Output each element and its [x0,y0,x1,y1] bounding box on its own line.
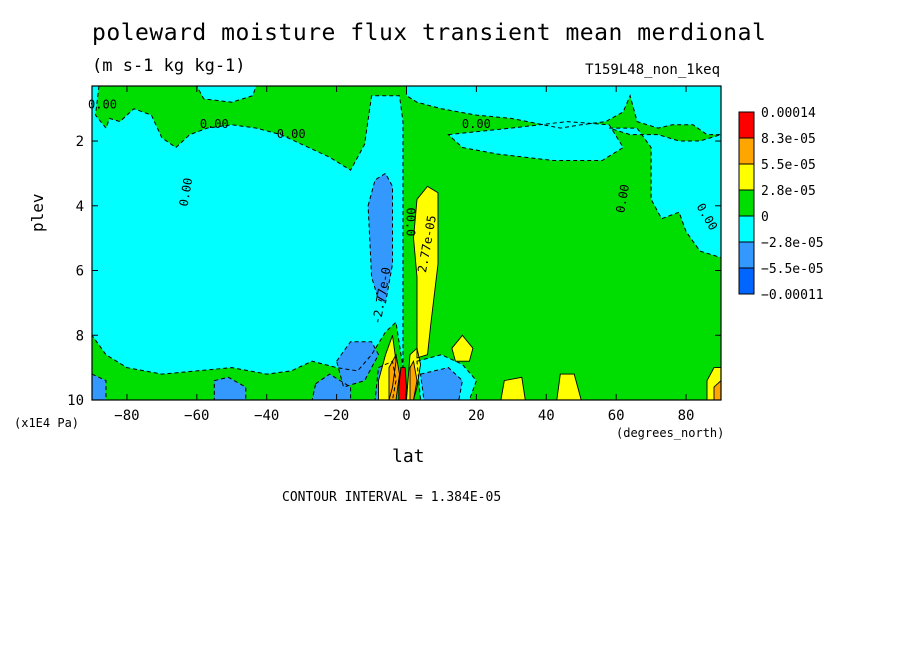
contour-label-2: 0.00 [277,127,306,141]
contour-label-4: 0.00 [177,177,196,208]
contour-region-7 [368,173,393,303]
legend-label: 2.8e-05 [761,184,816,199]
x-tick-label: −80 [114,408,139,424]
contour-region-4 [448,121,624,161]
contour-region-1 [92,86,403,375]
legend-label: 0.00014 [761,106,816,121]
x-tick-label: 0 [402,408,410,424]
x-tick-label: −60 [184,408,209,424]
contour-line-3 [406,86,721,136]
color-legend: 0.00014 8.3e-05 5.5e-05 2.8e-05 0 −2.8e-05 −5.… [738,106,824,303]
contour-region-11 [312,374,351,400]
contour-label-9: 00.0 [404,208,418,237]
legend-swatch [738,137,755,165]
x-axis-label: lat [392,446,425,467]
x-tick-label: 20 [468,408,485,424]
contour-line-1 [92,86,404,375]
contour-region-2 [196,86,257,103]
contour-line-22 [409,359,418,400]
contour-region-14 [413,186,438,358]
legend-swatch [738,111,755,139]
y-tick-label: 8 [76,328,84,344]
legend-label: −2.8e-05 [761,236,824,251]
x-tick-label: 80 [678,408,695,424]
x-axis-unit: (degrees_north) [616,426,725,440]
contour-region-10 [92,374,106,400]
legend-swatch [738,163,755,191]
legend-label: −0.00011 [761,288,824,303]
contour-line-19 [406,347,421,400]
contour-line-13 [374,360,397,400]
contour-line-21 [388,353,400,400]
contour-line-12 [419,367,463,400]
contour-line-16 [500,376,526,400]
contour-line-14 [413,185,439,359]
y-tick-label: 6 [76,264,84,280]
run-label: T159L48_non_1keq [585,62,720,78]
x-tick-label: 40 [538,408,555,424]
x-tick-label: 60 [608,408,625,424]
contour-line-24 [398,367,407,400]
contour-label-5: 0.00 [613,183,632,214]
legend-label: 0 [761,210,769,225]
contour-region-12 [420,367,463,400]
x-tick-label: −20 [324,408,349,424]
contour-region-9 [214,377,246,400]
contour-line-8 [336,341,380,388]
y-axis: 2 4 6 8 10 [67,134,721,409]
contour-region-23 [714,380,721,400]
contour-region-3 [406,86,721,135]
contour-region-16 [500,377,526,400]
x-axis: −80 −60 −40 −20 0 20 40 60 80 [114,86,694,424]
legend-swatch [738,215,755,243]
y-tick-label: 4 [76,199,84,215]
legend-label: −5.5e-05 [761,262,824,277]
contour-label-0: 0.00 [88,98,117,112]
contour-label-3: 0.00 [462,117,491,131]
contour-line-11 [311,373,352,400]
contour-line-18 [378,335,397,400]
legend-label: 8.3e-05 [761,132,816,147]
contour-region-5 [609,128,721,258]
contour-interval: CONTOUR INTERVAL = 1.384E-05 [282,490,502,505]
legend-label: 5.5e-05 [761,158,816,173]
contour-fill-layer [92,86,721,400]
contour-line-4 [447,121,624,161]
contour-region-17 [556,374,582,400]
contour-label-1: 0.00 [200,117,229,131]
legend-swatch [738,189,755,217]
contour-region-24 [398,367,407,400]
contour-line-23 [713,379,721,400]
contour-region-8 [336,341,379,388]
contour-line-7 [367,172,393,304]
y-tick-label: 10 [67,393,84,409]
legend-swatch [738,241,755,269]
contour-line-20 [706,367,721,400]
chart-subtitle: (m s-1 kg kg-1) [92,56,246,76]
legend-swatch [738,267,755,295]
contour-line-10 [92,373,107,400]
contour-line-layer [92,86,721,400]
y-tick-label: 2 [76,134,84,150]
contour-line-15 [451,334,474,362]
y-axis-unit: (x1E4 Pa) [14,416,80,430]
x-tick-label: −40 [254,408,279,424]
contour-line-2 [196,86,257,103]
contour-line-17 [556,373,582,400]
chart-title: poleward moisture flux transient mean me… [92,20,767,46]
